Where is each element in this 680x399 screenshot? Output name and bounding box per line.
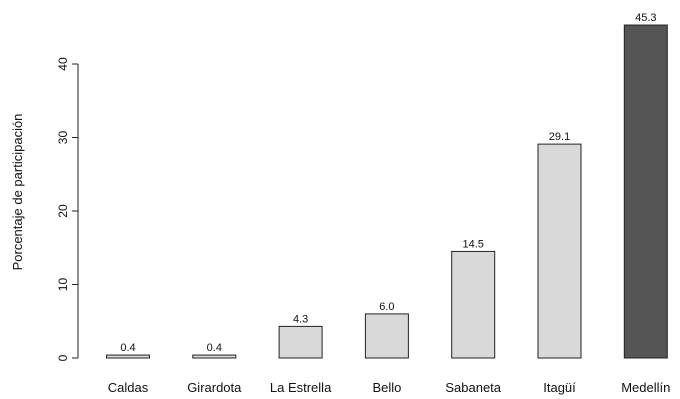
- data-label: 45.3: [635, 12, 656, 24]
- data-labels: 0.4 0.4 4.3 6.0 14.5 29.1 45.3: [120, 12, 656, 354]
- category-label: Sabaneta: [445, 380, 501, 395]
- y-tick-label: 30: [56, 131, 70, 145]
- data-label: 29.1: [549, 131, 570, 143]
- y-tick-label: 0: [56, 354, 70, 361]
- y-tick-label: 10: [56, 278, 70, 292]
- y-tick-label: 20: [56, 204, 70, 218]
- data-label: 4.3: [293, 313, 308, 325]
- y-tick-label: 40: [56, 57, 70, 71]
- bar-medellín: [623, 24, 668, 359]
- category-label: Girardota: [187, 380, 242, 395]
- bars: [106, 24, 668, 359]
- bar-sabaneta: [451, 250, 496, 359]
- category-labels: Caldas Girardota La Estrella Bello Sabaneta I…: [108, 380, 671, 395]
- bar-la-estrella: [278, 325, 323, 359]
- bar-itagüí: [537, 143, 582, 359]
- y-axis-title: Porcentaje de participación: [10, 114, 25, 271]
- data-label: 0.4: [207, 342, 222, 354]
- category-label: La Estrella: [270, 380, 332, 395]
- data-label: 0.4: [120, 342, 135, 354]
- bar-bello: [364, 313, 409, 359]
- y-axis: 0 10 20 30 40: [56, 57, 79, 361]
- bar-girardota: [192, 354, 237, 359]
- data-label: 6.0: [379, 301, 394, 313]
- category-label: Itagüí: [543, 380, 576, 395]
- category-label: Bello: [372, 380, 401, 395]
- category-label: Caldas: [108, 380, 149, 395]
- bar-caldas: [106, 354, 150, 359]
- category-label: Medellín: [621, 380, 670, 395]
- data-label: 14.5: [462, 238, 483, 250]
